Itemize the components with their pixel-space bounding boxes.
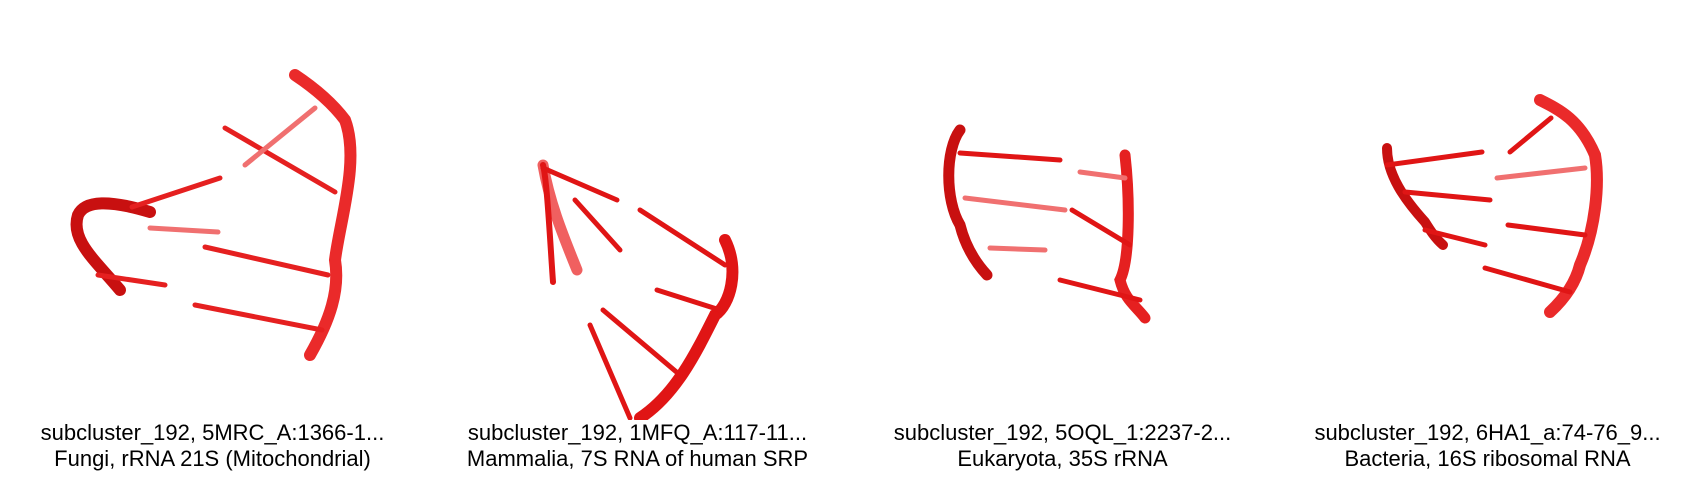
base-pair-line bbox=[222, 125, 338, 195]
rna-structure-4 bbox=[1382, 94, 1603, 318]
base-pair-line bbox=[1505, 222, 1588, 238]
base-pair-line bbox=[587, 322, 633, 420]
organism-description: Mammalia, 7S RNA of human SRP bbox=[466, 446, 809, 471]
structure-id: subcluster_192, 5MRC_A:1366-1... bbox=[40, 420, 385, 445]
structure-id: subcluster_192, 5OQL_1:2237-2... bbox=[893, 420, 1232, 445]
backbone-strand-right bbox=[634, 234, 739, 420]
base-pair-line bbox=[1069, 207, 1133, 248]
backbone-strand-right bbox=[1534, 94, 1603, 318]
base-pair-line bbox=[962, 195, 1068, 213]
structure-panel-4: subcluster_192, 6HA1_a:74-76_9... Bacter… bbox=[1275, 0, 1700, 480]
structure-panel-2: subcluster_192, 1MFQ_A:117-11... Mammali… bbox=[425, 0, 850, 480]
base-pair-line bbox=[202, 244, 331, 278]
base-pair-line bbox=[1057, 277, 1143, 303]
base-pair-line bbox=[1402, 189, 1493, 203]
rna-structure-3 bbox=[943, 124, 1151, 324]
base-pair-line bbox=[1422, 227, 1488, 248]
organism-description: Fungi, rRNA 21S (Mitochondrial) bbox=[54, 446, 371, 471]
base-pair-line bbox=[1507, 115, 1554, 155]
base-pair-line bbox=[572, 197, 623, 253]
base-pair-line bbox=[1077, 169, 1128, 181]
base-pair-line bbox=[957, 150, 1063, 163]
base-pair-line bbox=[1482, 265, 1573, 295]
backbone-strand-left bbox=[943, 124, 993, 281]
organism-description: Bacteria, 16S ribosomal RNA bbox=[1344, 446, 1631, 471]
base-pair-line bbox=[129, 175, 223, 210]
structure-id: subcluster_192, 1MFQ_A:117-11... bbox=[467, 420, 808, 445]
organism-description: Eukaryota, 35S rRNA bbox=[957, 446, 1168, 471]
base-pair-line bbox=[540, 165, 620, 203]
base-pair-line bbox=[95, 272, 168, 288]
caption-2: subcluster_192, 1MFQ_A:117-11... Mammali… bbox=[425, 420, 850, 472]
backbone-strand-left bbox=[1382, 143, 1448, 250]
caption-1: subcluster_192, 5MRC_A:1366-1... Fungi, … bbox=[0, 420, 425, 472]
base-pair-line bbox=[192, 302, 325, 333]
rna-structure-2 bbox=[537, 159, 739, 420]
base-pair-line bbox=[600, 307, 683, 378]
base-pair-line bbox=[637, 207, 728, 268]
structure-id: subcluster_192, 6HA1_a:74-76_9... bbox=[1314, 420, 1661, 445]
structure-panel-1: subcluster_192, 5MRC_A:1366-1... Fungi, … bbox=[0, 0, 425, 480]
base-pair-line bbox=[1494, 165, 1588, 181]
structure-panel-3: subcluster_192, 5OQL_1:2237-2... Eukaryo… bbox=[850, 0, 1275, 480]
backbone-strand-right bbox=[289, 69, 357, 361]
base-pair-line bbox=[1384, 149, 1485, 168]
base-pair-line bbox=[987, 245, 1048, 253]
base-pair-line bbox=[147, 225, 221, 235]
backbone-strand-left bbox=[70, 197, 156, 296]
rna-structure-1 bbox=[70, 69, 357, 361]
backbone-strand-inner bbox=[540, 162, 556, 285]
caption-3: subcluster_192, 5OQL_1:2237-2... Eukaryo… bbox=[850, 420, 1275, 472]
base-pair-line bbox=[654, 287, 723, 313]
backbone-strand-right bbox=[1114, 149, 1151, 324]
base-pair-line bbox=[242, 105, 318, 168]
caption-4: subcluster_192, 6HA1_a:74-76_9... Bacter… bbox=[1275, 420, 1700, 472]
